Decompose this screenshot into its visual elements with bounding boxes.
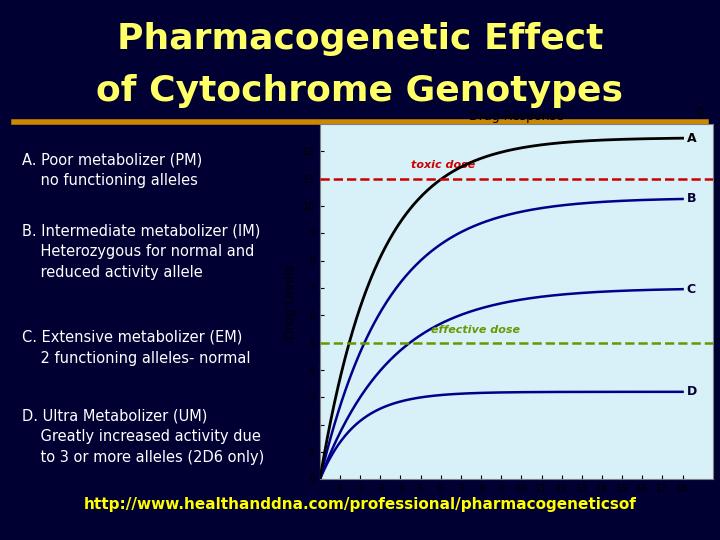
Title: Drug Response: Drug Response [469,110,564,123]
Text: http://www.healthanddna.com/professional/pharmacogeneticsof: http://www.healthanddna.com/professional… [84,497,636,512]
Text: toxic dose: toxic dose [410,160,474,170]
Text: C: C [687,282,696,296]
Text: C. Extensive metabolizer (EM)
    2 functioning alleles- normal: C. Extensive metabolizer (EM) 2 function… [22,330,251,366]
Text: ©: © [694,107,705,117]
Text: B. Intermediate metabolizer (IM)
    Heterozygous for normal and
    reduced act: B. Intermediate metabolizer (IM) Heteroz… [22,224,261,280]
Y-axis label: Drug Levels: Drug Levels [284,265,297,339]
Text: D: D [687,386,697,399]
X-axis label: Day: Day [504,500,528,512]
Text: A: A [687,132,696,145]
Text: D. Ultra Metabolizer (UM)
    Greatly increased activity due
    to 3 or more al: D. Ultra Metabolizer (UM) Greatly increa… [22,408,264,465]
Text: B: B [687,192,696,206]
Text: effective dose: effective dose [431,325,520,335]
Text: A. Poor metabolizer (PM)
    no functioning alleles: A. Poor metabolizer (PM) no functioning … [22,152,202,188]
Text: Pharmacogenetic Effect: Pharmacogenetic Effect [117,22,603,56]
Text: of Cytochrome Genotypes: of Cytochrome Genotypes [96,73,624,107]
